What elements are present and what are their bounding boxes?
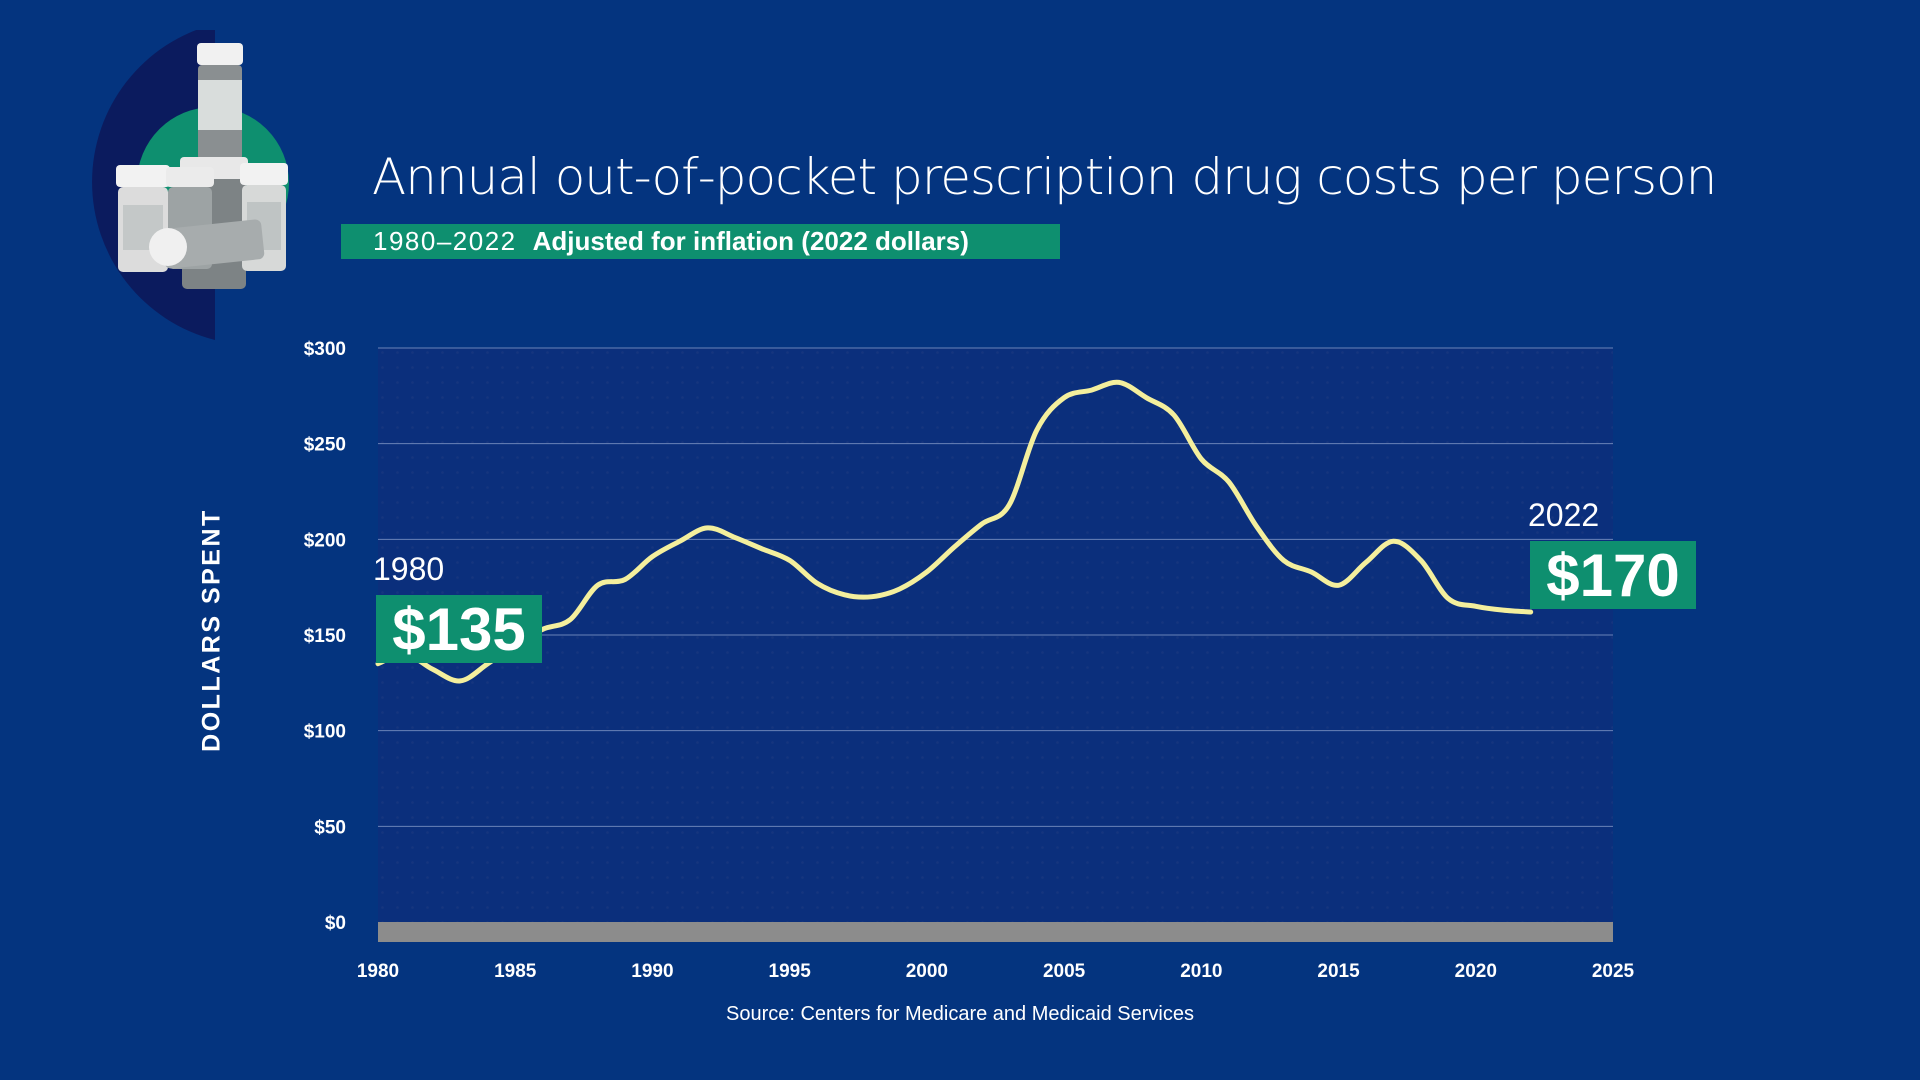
x-tick-label: 1980 <box>357 961 399 982</box>
x-tick-label: 2000 <box>906 961 948 982</box>
y-tick-label: $200 <box>304 530 346 551</box>
chart-title: Annual out-of-pocket prescription drug c… <box>372 148 1717 206</box>
y-tick-label: $250 <box>304 435 346 456</box>
y-tick-label: $300 <box>304 339 346 360</box>
callout-start-value: $135 <box>376 595 542 663</box>
y-tick-label: $100 <box>304 722 346 743</box>
x-tick-label: 2015 <box>1317 961 1360 982</box>
source-note: Source: Centers for Medicare and Medicai… <box>726 1003 1194 1025</box>
baseline-bar <box>378 922 1613 942</box>
callout-end-value: $170 <box>1530 541 1696 609</box>
x-tick-label: 1995 <box>769 961 812 982</box>
pill-bottles-illustration <box>92 30 289 340</box>
subtitle-note: Adjusted for inflation (2022 dollars) <box>532 226 969 256</box>
x-tick-label: 2020 <box>1455 961 1497 982</box>
y-tick-label: $50 <box>314 817 346 838</box>
x-tick-label: 1990 <box>631 961 673 982</box>
subtitle-bar: 1980–2022 Adjusted for inflation (2022 d… <box>341 224 1060 259</box>
x-tick-label: 2010 <box>1180 961 1222 982</box>
callout-end-year: 2022 <box>1528 497 1600 533</box>
y-tick-label: $150 <box>304 626 346 647</box>
series-line <box>375 379 1534 684</box>
x-tick-label: 1985 <box>494 961 537 982</box>
x-tick-label: 2025 <box>1592 961 1635 982</box>
callout-start-year: 1980 <box>373 551 445 587</box>
subtitle-years: 1980–2022 <box>373 226 517 256</box>
x-tick-label: 2005 <box>1043 961 1086 982</box>
y-tick-label: $0 <box>325 913 346 934</box>
